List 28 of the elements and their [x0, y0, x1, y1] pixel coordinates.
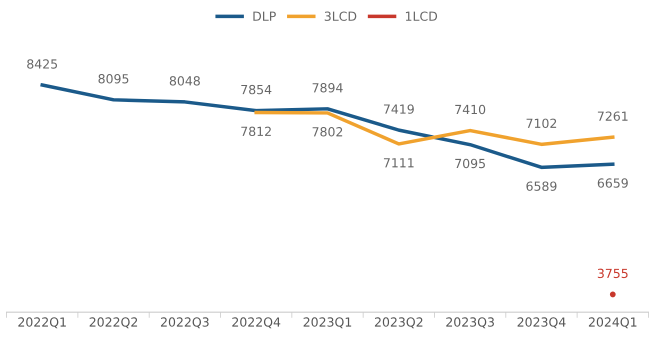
data-label: 8048	[170, 76, 200, 86]
data-label: 7854	[241, 84, 272, 94]
data-label: 7095	[455, 158, 485, 168]
data-label: 7894	[312, 83, 343, 93]
legend-label: DLP	[253, 12, 276, 21]
x-tick-label: 2022Q2	[90, 317, 138, 328]
data-label: 6659	[598, 178, 628, 188]
x-tick-label: 2022Q3	[160, 317, 209, 328]
legend-label: 3LCD	[324, 11, 356, 21]
data-label: 7111	[384, 158, 414, 168]
data-label: 8095	[98, 74, 128, 84]
data-label: 7802	[312, 127, 342, 137]
x-tick-label: 2023Q3	[446, 317, 494, 328]
data-label: 7261	[598, 111, 628, 121]
x-tick-label: 2023Q1	[304, 317, 352, 328]
data-label: 7410	[455, 104, 486, 114]
data-label: 3755	[598, 268, 628, 278]
data-label: 7812	[241, 126, 271, 136]
data-label: 7419	[384, 104, 414, 114]
data-label: 6589	[526, 181, 556, 191]
x-tick-label: 2022Q1	[18, 317, 66, 328]
data-label: 8425	[27, 59, 58, 69]
legend-label: 1LCD	[406, 11, 438, 21]
x-tick-label: 2022Q4	[232, 317, 280, 328]
x-tick-label: 2023Q4	[518, 317, 566, 328]
x-tick-label: 2024Q1	[588, 317, 636, 328]
data-label: 7102	[526, 118, 556, 128]
x-tick-label: 2023Q2	[374, 317, 422, 328]
